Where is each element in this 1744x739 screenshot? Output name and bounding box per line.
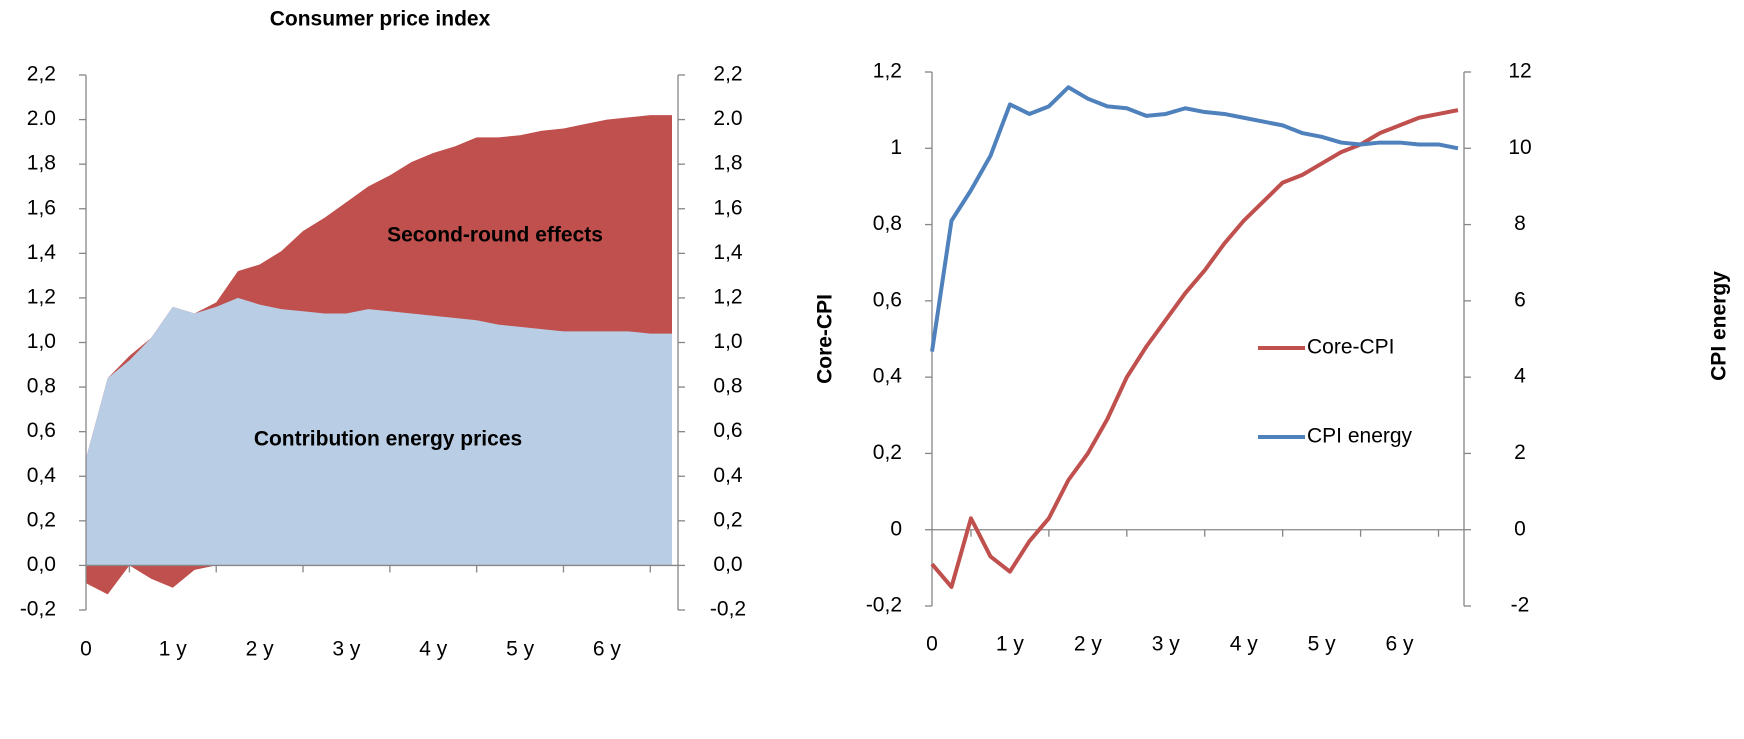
x-tick-label: 4 y <box>419 638 448 661</box>
y2-axis-title: CPI energy <box>1708 271 1731 381</box>
x-tick-label: 4 y <box>1230 633 1259 656</box>
x-tick-label: 1 y <box>159 638 188 661</box>
y2-tick-label: 0,8 <box>713 375 742 398</box>
y-tick-label: 1,6 <box>27 196 56 219</box>
y-tick-label: 1,8 <box>27 152 56 175</box>
x-tick-label: 5 y <box>1308 633 1337 656</box>
line <box>930 108 1459 589</box>
x-tick-label: 0 <box>926 633 938 656</box>
y2-tick-label: 1,0 <box>713 330 742 353</box>
annotation: Contribution energy prices <box>254 428 522 451</box>
x-tick-label: 2 y <box>1074 633 1103 656</box>
y-tick-label: 0,2 <box>873 441 902 464</box>
y2-tick-label: 6 <box>1514 288 1526 311</box>
y2-tick-label: 2 <box>1514 441 1526 464</box>
x-tick-label: 6 y <box>1386 633 1415 656</box>
y-tick-label: 1,0 <box>27 330 56 353</box>
y-tick-label: 1,2 <box>27 285 56 308</box>
area <box>86 297 672 566</box>
y-tick-label: -0,2 <box>20 598 56 621</box>
x-tick-label: 3 y <box>1152 633 1181 656</box>
x-tick-label: 3 y <box>332 638 361 661</box>
y-tick-label: 2.0 <box>27 107 56 130</box>
y-tick-label: 0,2 <box>27 508 56 531</box>
title: Consumer price index <box>270 8 491 31</box>
y-tick-label: 1,2 <box>873 60 902 83</box>
y-tick-label: 0,4 <box>27 464 57 487</box>
y-tick-label: 1,4 <box>27 241 57 264</box>
x-tick-label: 2 y <box>246 638 275 661</box>
y2-tick-label: 0,0 <box>713 553 742 576</box>
y-tick-label: 0,6 <box>873 288 902 311</box>
y2-tick-label: 0,6 <box>713 419 742 442</box>
y2-tick-label: 2.0 <box>713 107 742 130</box>
y2-tick-label: 0 <box>1514 517 1526 540</box>
y-tick-label: 0,0 <box>27 553 56 576</box>
x-tick-label: 5 y <box>506 638 535 661</box>
y-tick-label: 0,6 <box>27 419 56 442</box>
y2-tick-label: 8 <box>1514 212 1526 235</box>
x-tick-label: 1 y <box>996 633 1025 656</box>
y-tick-label: 1 <box>890 136 902 159</box>
x-tick-label: 6 y <box>593 638 622 661</box>
legend-label: Core-CPI <box>1307 336 1395 359</box>
y2-tick-label: 1,8 <box>713 152 742 175</box>
y2-tick-label: 0,4 <box>713 464 743 487</box>
legend-label: CPI energy <box>1307 425 1413 448</box>
y2-tick-label: -0,2 <box>710 598 746 621</box>
y-axis-title: Core-CPI <box>814 294 837 384</box>
y-tick-label: 0,8 <box>873 212 902 235</box>
y2-tick-label: 1,2 <box>713 285 742 308</box>
line <box>930 85 1459 352</box>
y2-tick-label: 1,4 <box>713 241 743 264</box>
y2-tick-label: 0,2 <box>713 508 742 531</box>
y2-tick-label: 1,6 <box>713 196 742 219</box>
y2-tick-label: 2,2 <box>713 63 742 86</box>
y2-tick-label: 10 <box>1508 136 1531 159</box>
y2-tick-label: 4 <box>1514 365 1526 388</box>
y-tick-label: 0,8 <box>27 375 56 398</box>
y-tick-label: -0,2 <box>866 594 902 617</box>
y2-tick-label: 12 <box>1508 60 1531 83</box>
annotation: Second-round effects <box>387 224 603 247</box>
y-tick-label: 0,4 <box>873 365 903 388</box>
y-tick-label: 0 <box>890 517 902 540</box>
y2-tick-label: -2 <box>1511 594 1530 617</box>
y-tick-label: 2,2 <box>27 63 56 86</box>
x-tick-label: 0 <box>80 638 92 661</box>
